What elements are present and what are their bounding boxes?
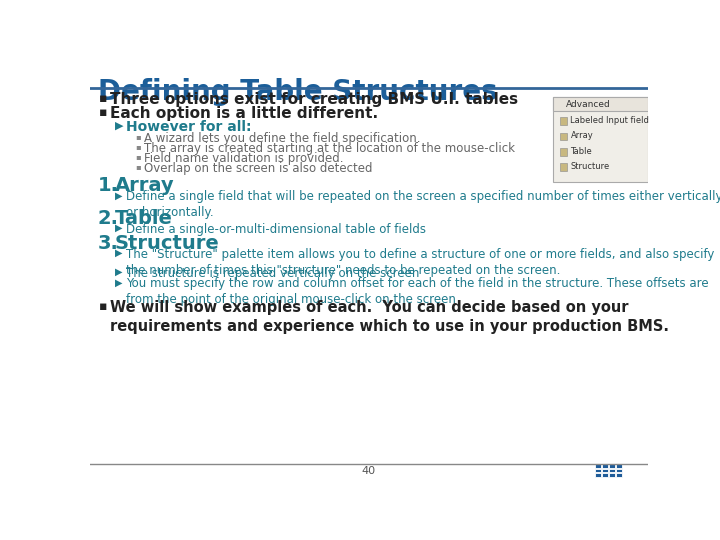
Text: We will show examples of each.  You can decide based on your
requirements and ex: We will show examples of each. You can d…	[110, 300, 669, 334]
Text: Defining Table Structures: Defining Table Structures	[98, 78, 498, 106]
Bar	[595, 473, 600, 477]
Text: ▪: ▪	[99, 106, 108, 119]
Text: Array: Array	[114, 177, 174, 195]
Text: ▶: ▶	[114, 278, 122, 287]
Text: Define a single-or-multi-dimensional table of fields: Define a single-or-multi-dimensional tab…	[126, 222, 426, 235]
Text: You must specify the row and column offset for each of the field in the structur: You must specify the row and column offs…	[126, 278, 708, 306]
Text: ▶: ▶	[114, 267, 122, 276]
Text: ▶: ▶	[114, 190, 122, 200]
Text: ▪: ▪	[135, 142, 140, 151]
FancyBboxPatch shape	[554, 97, 648, 182]
Text: 40: 40	[362, 467, 376, 476]
Text: ▪: ▪	[135, 152, 140, 161]
Bar	[616, 473, 621, 477]
FancyBboxPatch shape	[554, 97, 648, 111]
Text: Labeled Input field: Labeled Input field	[570, 116, 649, 125]
Text: Overlap on the screen is also detected: Overlap on the screen is also detected	[144, 162, 373, 175]
Text: Field name validation is provided.: Field name validation is provided.	[144, 152, 343, 165]
Text: 2.: 2.	[98, 209, 119, 228]
Bar	[559, 117, 567, 125]
Text: A wizard lets you define the field specification.: A wizard lets you define the field speci…	[144, 132, 420, 145]
Text: The array is created starting at the location of the mouse-click: The array is created starting at the loc…	[144, 142, 516, 155]
Bar	[595, 464, 600, 468]
Bar	[609, 473, 615, 477]
Text: Table: Table	[570, 146, 593, 156]
Text: ▪: ▪	[99, 92, 108, 105]
Text: 3.: 3.	[98, 234, 119, 253]
Text: ▶: ▶	[114, 120, 123, 130]
Bar	[616, 464, 621, 468]
Text: However for all:: However for all:	[126, 120, 251, 134]
Text: 1.: 1.	[98, 177, 119, 195]
Bar	[559, 164, 567, 171]
Text: Three options exist for creating BMS U.I. tables: Three options exist for creating BMS U.I…	[110, 92, 518, 107]
Text: Each option is a little different.: Each option is a little different.	[110, 106, 378, 122]
Bar	[616, 469, 621, 472]
Text: Define a single field that will be repeated on the screen a specified number of : Define a single field that will be repea…	[126, 190, 720, 219]
Text: Table: Table	[114, 209, 173, 228]
Bar	[602, 464, 608, 468]
Bar	[602, 473, 608, 477]
Text: Structure: Structure	[114, 234, 220, 253]
Text: ▪: ▪	[135, 132, 140, 141]
Text: Advanced: Advanced	[566, 99, 611, 109]
Text: ▪: ▪	[99, 300, 108, 313]
Bar	[609, 469, 615, 472]
Text: ▶: ▶	[114, 248, 122, 258]
Bar	[595, 469, 600, 472]
Bar	[559, 132, 567, 140]
Text: ▪: ▪	[135, 162, 140, 171]
Bar	[609, 464, 615, 468]
Bar	[602, 469, 608, 472]
Text: The "Structure" palette item allows you to define a structure of one or more fie: The "Structure" palette item allows you …	[126, 248, 714, 277]
Text: Structure: Structure	[570, 162, 610, 171]
Text: The structure is repeated vertically on the screen: The structure is repeated vertically on …	[126, 267, 419, 280]
Text: Array: Array	[570, 131, 593, 140]
Text: ▶: ▶	[114, 222, 122, 233]
Bar	[559, 148, 567, 156]
